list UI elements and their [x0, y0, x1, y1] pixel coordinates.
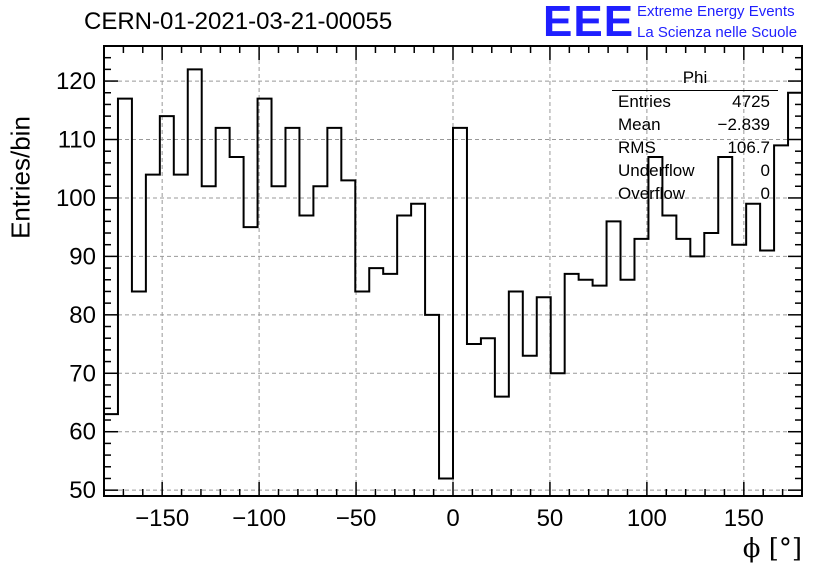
histogram-bin	[216, 128, 230, 496]
histogram-bin	[299, 215, 313, 496]
histogram-bin	[690, 256, 704, 496]
stats-key: RMS	[618, 138, 656, 157]
histogram-bin	[369, 268, 383, 496]
plot-title: CERN-01-2021-03-21-00055	[84, 8, 393, 35]
histogram-bin	[439, 478, 453, 496]
histogram-bin	[453, 128, 467, 496]
x-tick-label: −50	[336, 505, 377, 532]
histogram-bin	[732, 245, 746, 496]
y-tick-label: 120	[56, 68, 96, 95]
y-tick-label: 110	[58, 127, 96, 154]
histogram-bin	[411, 204, 425, 496]
histogram-bin	[202, 186, 216, 496]
stats-value: 106.7	[727, 138, 770, 157]
histogram-bin	[160, 116, 174, 496]
axis-ticks	[103, 45, 803, 496]
histogram-bin	[146, 175, 160, 496]
histogram-bin	[621, 280, 635, 496]
histogram-bin	[509, 291, 523, 496]
tick-labels: −150 −100 −50 0 50 100 150 50 60 70 80 90 100 110 120	[56, 68, 764, 532]
stats-key: Entries	[618, 92, 671, 111]
x-tick-label: 100	[627, 505, 667, 532]
y-axis-label-box: Entries/bin	[4, 116, 36, 239]
x-tick-label: 0	[446, 505, 459, 532]
histogram-bin	[327, 128, 341, 496]
stats-key: Overflow	[618, 184, 686, 203]
histogram-bin	[481, 338, 495, 496]
histogram-bin	[565, 274, 579, 496]
y-tick-label: 90	[69, 243, 96, 270]
histogram-bin	[272, 186, 286, 496]
histogram-bin	[341, 180, 355, 496]
histogram-outline	[103, 68, 803, 496]
histogram-bin	[313, 186, 327, 496]
histogram-bin	[760, 251, 774, 496]
y-tick-label: 100	[56, 185, 96, 212]
histogram-bin	[746, 204, 760, 496]
histogram-bin	[132, 291, 146, 496]
x-tick-label: −100	[232, 505, 286, 532]
histogram-bin	[676, 239, 690, 496]
y-tick-label: 80	[69, 302, 96, 329]
y-tick-label: 70	[69, 360, 96, 387]
eee-logo: EEE	[543, 0, 635, 46]
histogram-bin	[662, 215, 676, 496]
histogram-bin	[258, 99, 272, 496]
grid-lines	[104, 46, 802, 496]
stats-divider	[612, 90, 778, 91]
histogram-bin	[285, 128, 299, 496]
x-tick-label: 150	[724, 505, 764, 532]
y-tick-label: 60	[69, 419, 96, 446]
histogram-bin	[634, 239, 648, 496]
histogram-bin	[788, 93, 802, 496]
histogram-bin	[593, 286, 607, 496]
stats-key: Mean	[618, 115, 661, 134]
stats-box: Phi Entries 4725 Mean −2.839 RMS 106.7 U…	[612, 68, 778, 208]
histogram-bin	[425, 315, 439, 496]
stats-title: Phi	[682, 68, 708, 87]
histogram-bin	[397, 215, 411, 496]
histogram-bin	[579, 280, 593, 496]
logo-caption-line2: La Scienza nelle Scuole	[637, 24, 798, 41]
x-tick-label: −150	[135, 505, 189, 532]
histogram-bin	[174, 175, 188, 496]
histogram-bin	[495, 397, 509, 496]
stats-value: 4725	[732, 92, 770, 111]
histogram-bin	[118, 99, 132, 496]
y-axis-label: Entries/bin	[5, 116, 36, 239]
histogram-bin	[551, 373, 565, 496]
histogram-bin	[244, 227, 258, 496]
histogram-bin	[704, 233, 718, 496]
stats-value: 0	[760, 161, 770, 180]
x-tick-label: 50	[537, 505, 564, 532]
histogram-bin	[230, 157, 244, 496]
histogram-bin	[383, 274, 397, 496]
x-axis-label: ϕ [°]	[742, 534, 802, 564]
histogram-bin	[188, 69, 202, 496]
stats-value: −2.839	[717, 115, 770, 134]
stats-key: Underflow	[618, 161, 695, 180]
histogram-bin	[467, 344, 481, 496]
y-tick-label: 50	[69, 477, 96, 504]
histogram-bin	[355, 291, 369, 496]
histogram-bin	[523, 356, 537, 496]
stats-value: 0	[760, 184, 770, 203]
histogram-bin	[537, 297, 551, 496]
logo-caption-line1: Extreme Energy Events	[637, 3, 795, 20]
histogram-bin	[607, 221, 621, 496]
